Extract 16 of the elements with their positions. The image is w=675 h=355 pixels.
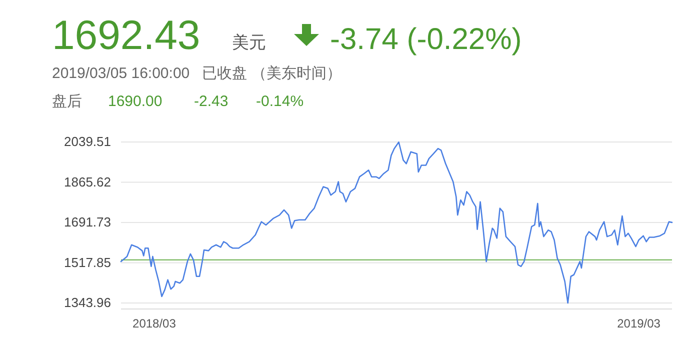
y-tick-label: 1691.73 bbox=[64, 214, 111, 230]
text: -3.74 (-0.22%) bbox=[330, 23, 522, 56]
y-tick-label: 1517.85 bbox=[64, 254, 111, 270]
y-tick-label: 1865.62 bbox=[64, 174, 111, 190]
text: -0.14% bbox=[256, 93, 304, 110]
text: 1690.00 bbox=[108, 93, 162, 110]
x-tick-label: 2018/03 bbox=[132, 316, 176, 331]
y-tick-label: 2039.51 bbox=[64, 134, 111, 150]
chart-title: 1692.43 bbox=[52, 12, 200, 58]
line-series bbox=[120, 141, 673, 304]
text: 2019/03/05 16:00:00 已收盘 （美东时间） bbox=[52, 65, 342, 82]
text: 美元 bbox=[232, 33, 266, 52]
text: 盘后 bbox=[52, 93, 82, 110]
x-tick-label: 2019/03 bbox=[617, 316, 661, 331]
text: -2.43 bbox=[194, 93, 228, 110]
y-tick-label: 1343.96 bbox=[64, 295, 111, 310]
